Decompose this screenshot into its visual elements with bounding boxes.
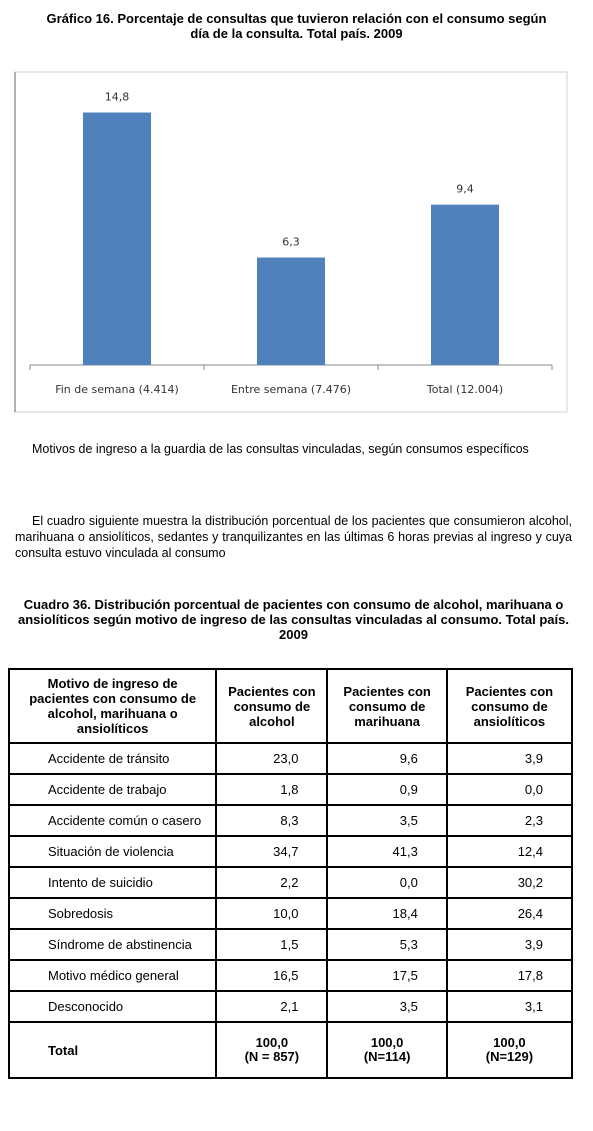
label-cell: Sobredosis [7, 897, 218, 930]
header-cell: Pacientes con consumo de alcohol [215, 668, 329, 744]
bar [431, 204, 499, 365]
value-cell: 5,3 [326, 928, 448, 961]
label-cell: Intento de suicidio [7, 866, 218, 899]
value-cell: 2,1 [215, 990, 329, 1023]
value-cell: 0,0 [326, 866, 448, 899]
value-cell: 9,6 [326, 742, 448, 775]
table-row: Motivo médico general 16,5 17,5 17,8 [7, 959, 574, 992]
value-cell: 17,5 [326, 959, 448, 992]
value-cell: 16,5 [215, 959, 329, 992]
value-cell: 2,3 [445, 804, 574, 837]
x-tick-label: Entre semana (7.476) [231, 383, 351, 396]
value-cell: 1,8 [215, 773, 329, 806]
value-cell: 8,3 [215, 804, 329, 837]
value-cell: 3,1 [445, 990, 574, 1023]
paragraph: Motivos de ingreso a la guardia de las c… [32, 442, 529, 456]
value-label: 14,8 [105, 91, 130, 104]
value-label: 6,3 [282, 236, 300, 249]
bar [83, 112, 151, 365]
value-cell: 34,7 [215, 835, 329, 868]
header-cell: Motivo de ingreso de pacientes con consu… [7, 668, 218, 744]
total-cell: 100,0 (N=114) [326, 1021, 448, 1079]
chart-title: Gráfico 16. Porcentaje de consultas que … [46, 11, 547, 41]
table-row: Intento de suicidio 2,2 0,0 30,2 [7, 866, 574, 899]
total-row: Total 100,0 (N = 857) 100,0 (N=114) 100,0 (N=1… [7, 1021, 574, 1079]
chart: 14,8 Fin de semana (4.414) 6,3 Entre semana… [14, 71, 568, 413]
label-cell: Accidente común o casero [7, 804, 218, 837]
value-cell: 18,4 [326, 897, 448, 930]
value-label: 9,4 [456, 183, 474, 196]
value-cell: 3,5 [326, 990, 448, 1023]
bar [257, 257, 325, 365]
table-row: Síndrome de abstinencia 1,5 5,3 3,9 [7, 928, 574, 961]
table: Motivo de ingreso de pacientes con consu… [7, 668, 574, 1079]
x-tick-label: Fin de semana (4.414) [55, 383, 179, 396]
value-cell: 3,9 [445, 742, 574, 775]
total-cell: 100,0 (N=129) [445, 1021, 574, 1079]
table-row: Accidente de trabajo 1,8 0,9 0,0 [7, 773, 574, 806]
value-cell: 41,3 [326, 835, 448, 868]
value-cell: 26,4 [445, 897, 574, 930]
paragraph: El cuadro siguiente muestra la distribuc… [15, 514, 572, 560]
table-row: Accidente común o casero 8,3 3,5 2,3 [7, 804, 574, 837]
label-cell: Síndrome de abstinencia [7, 928, 218, 961]
value-cell: 17,8 [445, 959, 574, 992]
label-cell: Situación de violencia [7, 835, 218, 868]
value-cell: 30,2 [445, 866, 574, 899]
header-cell: Pacientes con consumo de marihuana [326, 668, 448, 744]
total-n: (N=129) [485, 1049, 534, 1064]
total-n: (N=114) [363, 1049, 411, 1064]
table-title: Cuadro 36. Distribución porcentual de pa… [18, 597, 569, 642]
total-value: 100,0 [370, 1035, 404, 1050]
label-cell: Accidente de trabajo [7, 773, 218, 806]
label-cell: Desconocido [7, 990, 218, 1023]
value-cell: 1,5 [215, 928, 329, 961]
table-row: Accidente de tránsito 23,0 9,6 3,9 [7, 742, 574, 775]
value-cell: 0,9 [326, 773, 448, 806]
value-cell: 3,9 [445, 928, 574, 961]
label-cell: Total [7, 1021, 218, 1079]
table-row: Situación de violencia 34,7 41,3 12,4 [7, 835, 574, 868]
value-cell: 10,0 [215, 897, 329, 930]
label-cell: Accidente de tránsito [7, 742, 218, 775]
table-row: Sobredosis 10,0 18,4 26,4 [7, 897, 574, 930]
value-cell: 2,2 [215, 866, 329, 899]
header-row: Motivo de ingreso de pacientes con consu… [7, 668, 574, 744]
total-cell: 100,0 (N = 857) [215, 1021, 329, 1079]
table-row: Desconocido 2,1 3,5 3,1 [7, 990, 574, 1023]
total-value: 100,0 [255, 1035, 289, 1050]
total-n: (N = 857) [244, 1049, 300, 1064]
value-cell: 23,0 [215, 742, 329, 775]
header-cell: Pacientes con consumo de ansiolíticos [445, 668, 574, 744]
x-tick-label: Total (12.004) [426, 383, 503, 396]
label-cell: Motivo médico general [7, 959, 218, 992]
value-cell: 0,0 [445, 773, 574, 806]
value-cell: 12,4 [445, 835, 574, 868]
total-value: 100,0 [493, 1035, 526, 1050]
value-cell: 3,5 [326, 804, 448, 837]
